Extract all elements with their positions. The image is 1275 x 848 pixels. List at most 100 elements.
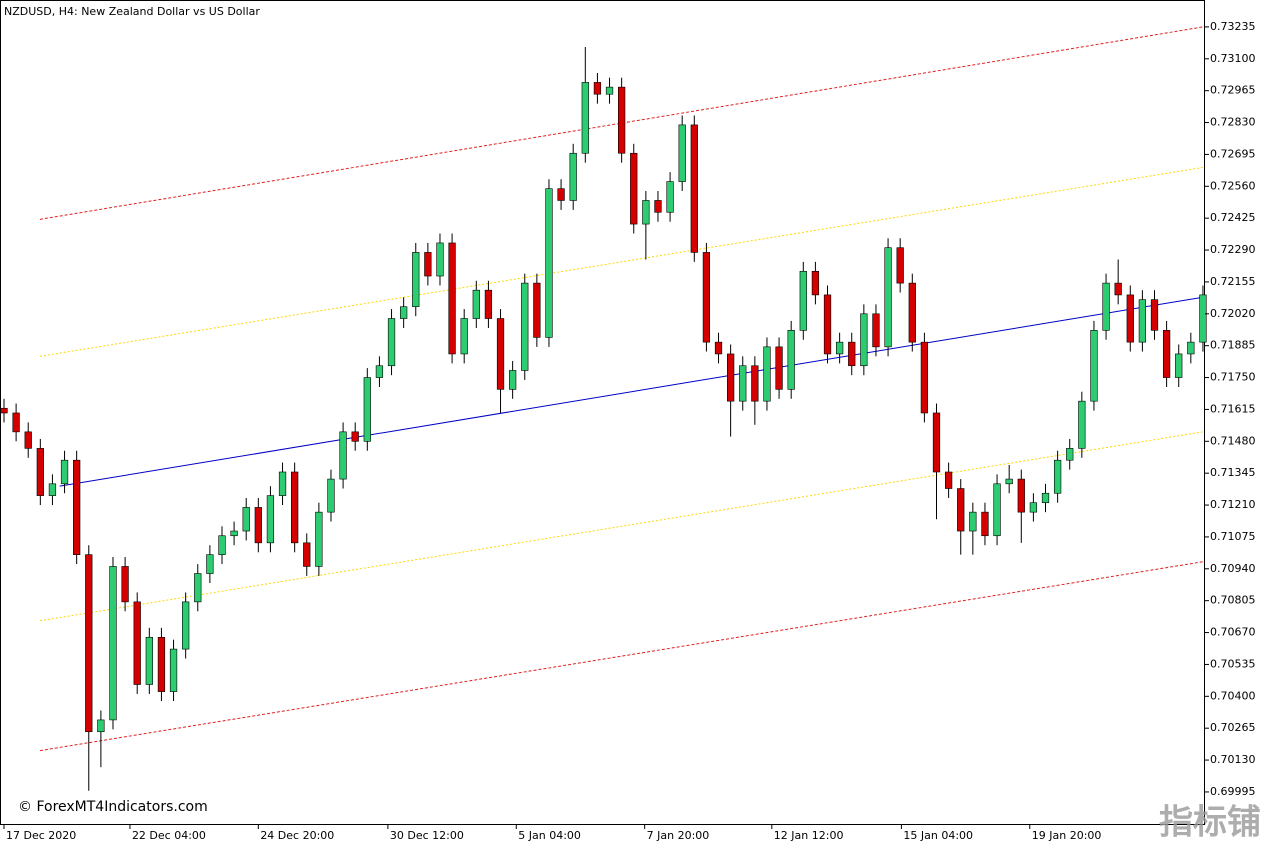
candle-body: [85, 554, 93, 733]
candle-body: [1090, 330, 1098, 402]
channel-line: [59, 296, 1204, 487]
x-tick-label: 12 Jan 12:00: [774, 829, 844, 842]
candle-body: [60, 459, 69, 485]
candle-body: [1041, 492, 1050, 503]
candle-body: [666, 181, 674, 213]
candle-body: [254, 507, 262, 544]
candle-body: [690, 124, 698, 253]
candle-body: [0, 407, 8, 414]
candle-body: [412, 252, 420, 308]
y-tick-label: 0.72290: [1210, 243, 1256, 256]
candle-body: [630, 152, 638, 225]
candle-body: [569, 152, 577, 201]
candle-body: [618, 86, 626, 154]
candle-body: [145, 636, 153, 685]
candle-body: [351, 431, 359, 442]
y-tick-label: 0.73100: [1210, 52, 1256, 65]
candle-body: [48, 483, 57, 496]
candle-body: [678, 124, 686, 182]
candle-body: [484, 289, 493, 319]
candle-body: [751, 365, 759, 402]
y-tick-label: 0.70130: [1210, 753, 1256, 766]
candle-body: [496, 318, 505, 390]
candle-body: [387, 318, 396, 367]
candle-body: [339, 431, 347, 480]
candle-body: [1005, 478, 1013, 485]
candle-body: [835, 341, 844, 355]
candle-body: [12, 412, 20, 433]
y-tick-label: 0.71210: [1210, 498, 1256, 511]
candle-body: [654, 200, 662, 213]
candle-body: [775, 346, 783, 390]
candle-body: [218, 535, 226, 555]
y-tick-label: 0.70940: [1210, 562, 1256, 575]
candle-body: [557, 188, 565, 201]
candle-body: [157, 636, 166, 692]
candle-body: [400, 306, 408, 319]
candle-body: [739, 365, 747, 402]
candle-body: [1138, 299, 1147, 343]
y-tick-label: 0.72155: [1210, 275, 1256, 288]
candle-body: [36, 448, 44, 496]
x-tick-label: 30 Dec 12:00: [390, 829, 464, 842]
candle-body: [133, 601, 141, 685]
candle-body: [932, 412, 941, 473]
candle-body: [714, 341, 723, 355]
candle-body: [1150, 299, 1159, 331]
candle-body: [642, 200, 650, 225]
watermark-logo: 指标铺: [1159, 803, 1261, 843]
candle-body: [811, 271, 820, 296]
candle-body: [920, 341, 929, 414]
candle-body: [702, 252, 711, 343]
channel-line: [39, 561, 1204, 752]
y-tick-label: 0.73235: [1210, 20, 1256, 33]
candle-body: [799, 271, 807, 331]
y-tick-label: 0.70535: [1210, 657, 1256, 670]
y-tick-label: 0.71885: [1210, 339, 1256, 352]
candle-body: [169, 648, 178, 692]
candle-body: [73, 459, 81, 555]
candle-body: [230, 530, 238, 537]
y-tick-label: 0.72965: [1210, 84, 1256, 97]
y-tick-label: 0.71075: [1210, 530, 1256, 543]
candle-body: [957, 488, 965, 532]
x-tick-label: 19 Jan 20:00: [1032, 829, 1102, 842]
y-tick-label: 0.70805: [1210, 594, 1256, 607]
y-tick-label: 0.71480: [1210, 434, 1256, 447]
x-tick-label: 7 Jan 20:00: [647, 829, 710, 842]
y-tick-label: 0.69995: [1210, 785, 1256, 798]
y-tick-label: 0.70400: [1210, 689, 1256, 702]
candle-body: [375, 365, 384, 378]
candle-body: [278, 471, 287, 496]
candle-body: [1199, 294, 1207, 343]
candle-body: [1187, 341, 1195, 355]
candle-body: [436, 242, 444, 277]
channel-line: [39, 26, 1204, 220]
candle-body: [1053, 459, 1062, 494]
y-tick-label: 0.71615: [1210, 402, 1256, 415]
candle-body: [424, 252, 432, 277]
candle-body: [969, 511, 977, 532]
x-tick-label: 17 Dec 2020: [6, 829, 76, 842]
plot-frame: [0, 0, 1205, 825]
candle-body: [1126, 294, 1134, 343]
candle-body: [787, 330, 795, 390]
x-tick-label: 15 Jan 04:00: [903, 829, 973, 842]
candle-body: [521, 282, 529, 371]
y-tick-label: 0.72020: [1210, 307, 1256, 320]
y-tick-label: 0.72425: [1210, 211, 1256, 224]
y-tick-label: 0.71345: [1210, 466, 1256, 479]
y-tick-label: 0.72695: [1210, 147, 1256, 160]
x-tick-label: 22 Dec 04:00: [132, 829, 206, 842]
candle-body: [981, 511, 989, 537]
candle-body: [860, 313, 868, 367]
watermark: © ForexMT4Indicators.com: [18, 799, 208, 815]
candle-body: [448, 242, 456, 355]
candle-body: [1078, 400, 1086, 449]
candle-body: [1066, 448, 1074, 461]
x-tick-label: 24 Dec 20:00: [260, 829, 334, 842]
chart-title: NZDUSD, H4: New Zealand Dollar vs US Dol…: [4, 5, 260, 18]
candle-body: [884, 247, 892, 348]
candle-body: [896, 247, 904, 284]
candle-body: [605, 86, 614, 95]
